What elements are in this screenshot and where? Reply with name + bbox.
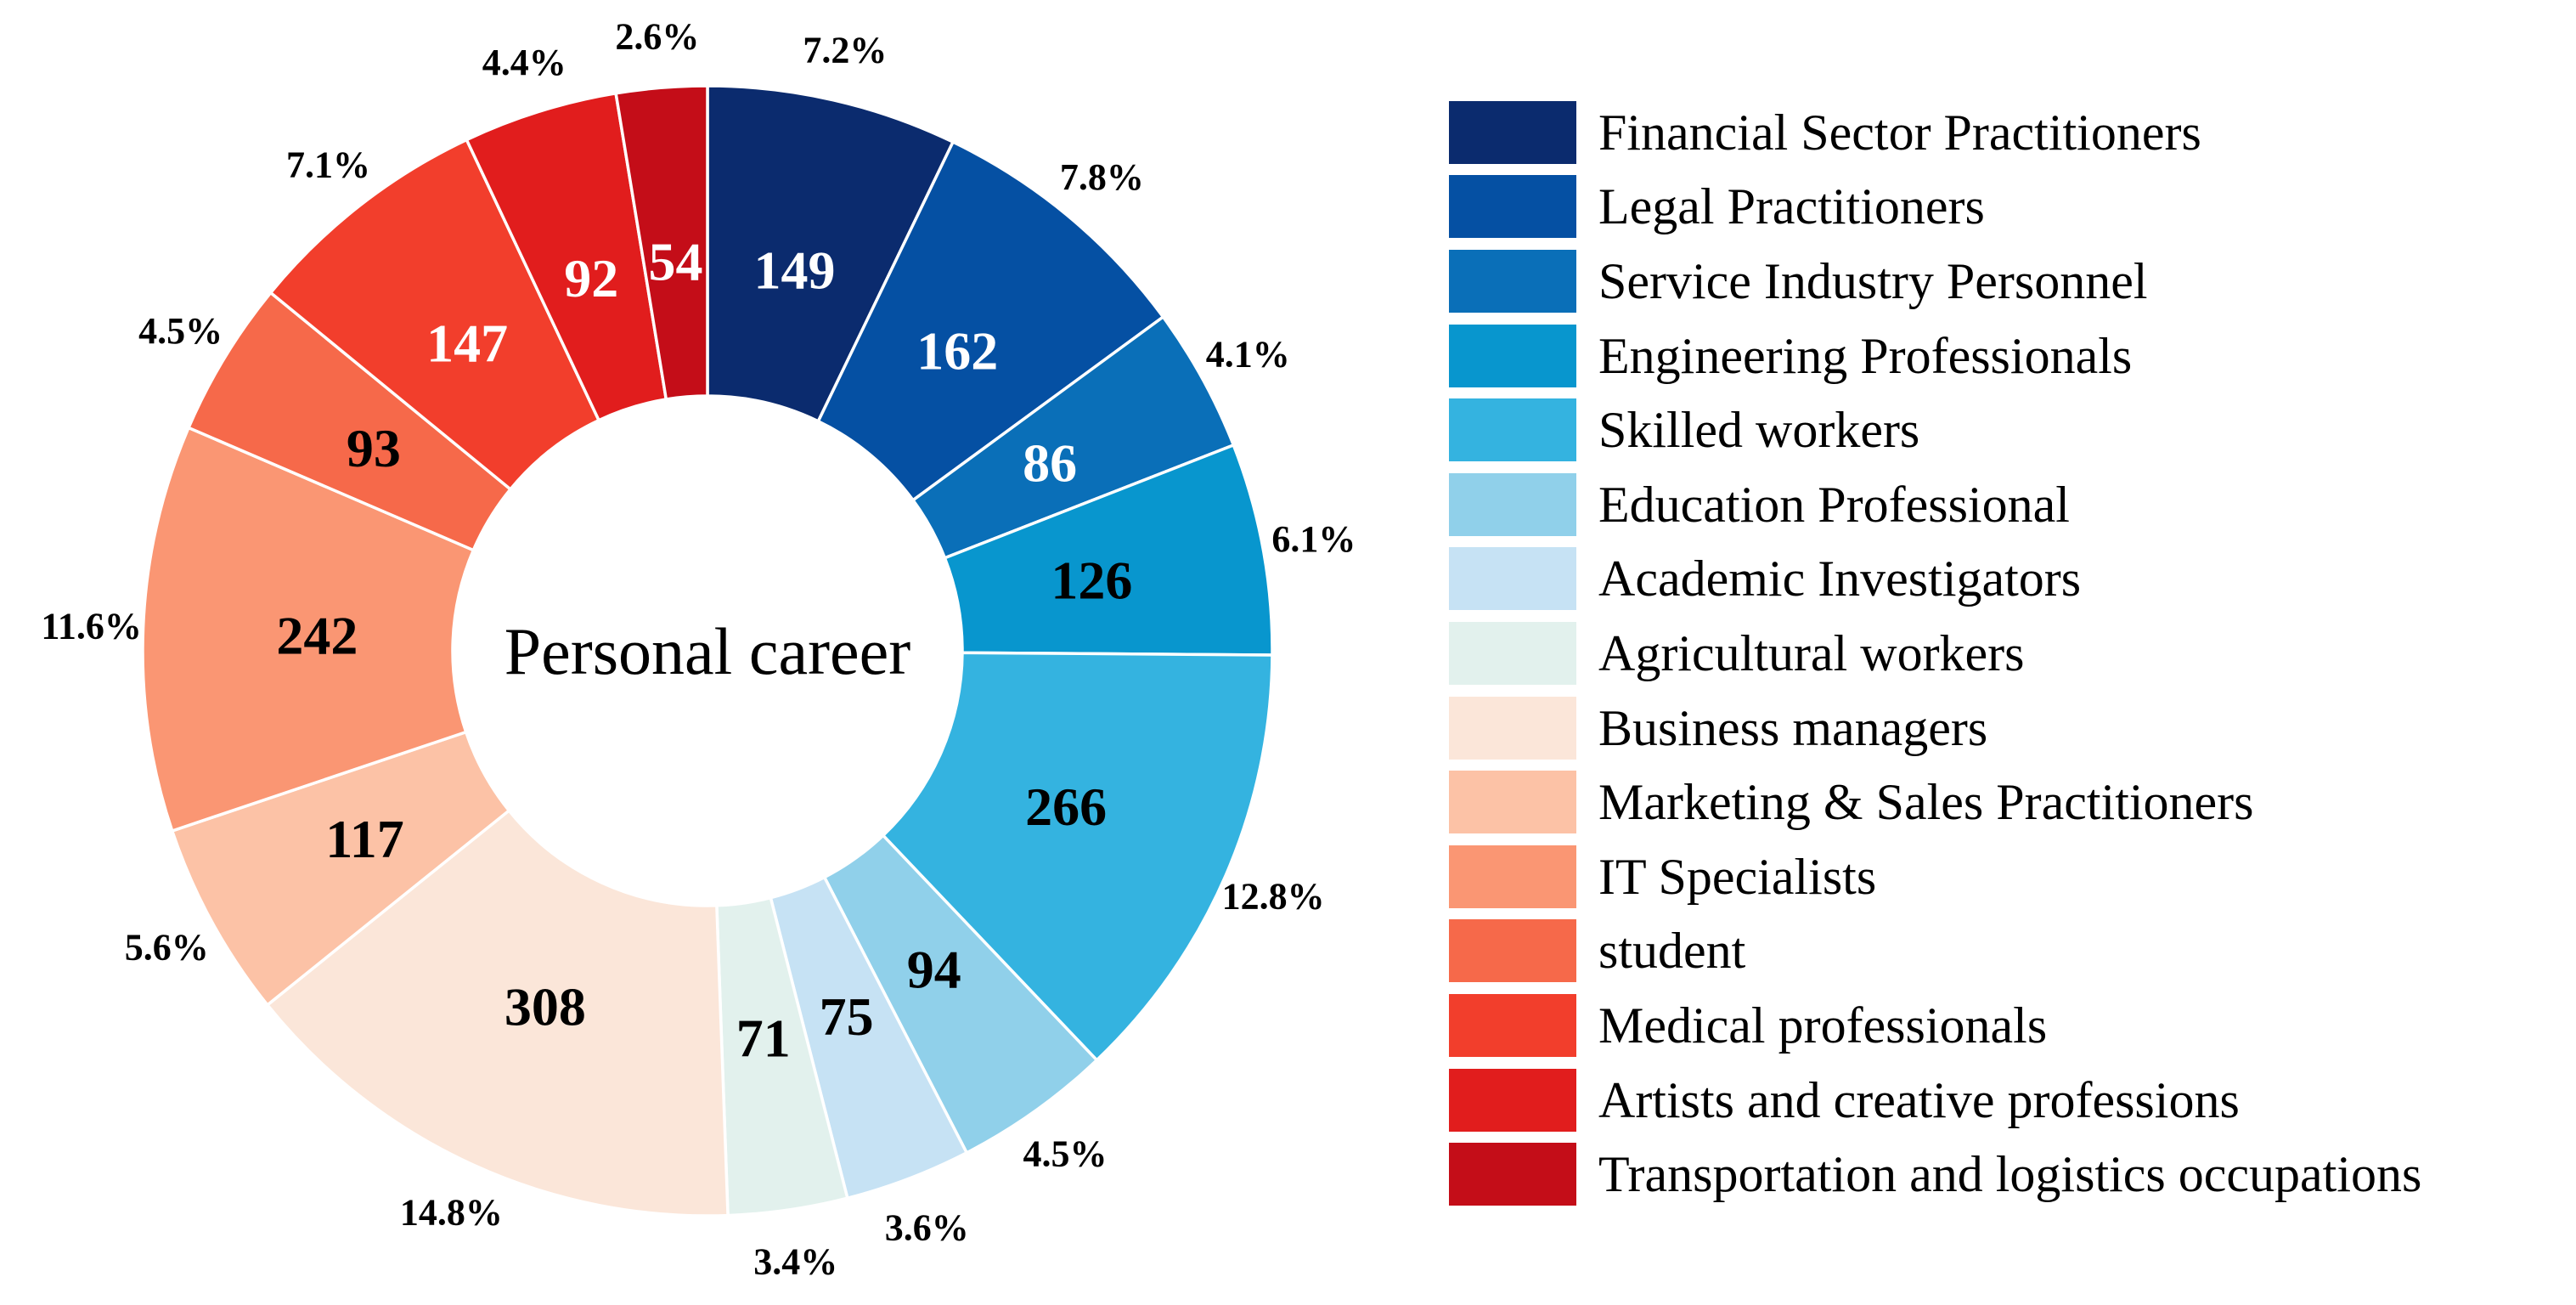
legend-swatch (1449, 324, 1576, 387)
legend-swatch (1449, 845, 1576, 908)
legend-item: Medical professionals (1449, 988, 2570, 1063)
percent-label-8: 14.8% (400, 1191, 503, 1233)
legend-item: Business managers (1449, 691, 2570, 765)
slice-4 (881, 651, 1274, 1063)
legend-label: Business managers (1598, 699, 1988, 756)
value-label-8: 308 (504, 976, 586, 1037)
legend-item: Artists and creative professions (1449, 1063, 2570, 1138)
value-label-12: 147 (426, 313, 508, 373)
legend: Financial Sector Practitioners Legal Prac… (1449, 95, 2570, 1212)
legend-swatch (1449, 1143, 1576, 1206)
percent-label-2: 4.1% (1206, 333, 1290, 375)
percent-label-3: 6.1% (1271, 518, 1356, 560)
percent-label-5: 4.5% (1023, 1133, 1108, 1174)
legend-item: Education Professional (1449, 467, 2570, 542)
legend-item: Transportation and logistics occupations (1449, 1137, 2570, 1212)
legend-item: Service Industry Personnel (1449, 244, 2570, 319)
legend-swatch (1449, 771, 1576, 834)
value-label-9: 117 (325, 809, 403, 869)
percent-label-10: 11.6% (41, 605, 142, 647)
legend-label: Transportation and logistics occupations (1598, 1146, 2422, 1203)
slices-group (141, 84, 1274, 1217)
value-label-3: 126 (1051, 550, 1132, 610)
percent-label-0: 7.2% (803, 29, 887, 71)
legend-swatch (1449, 621, 1576, 685)
slice-10 (141, 426, 476, 833)
legend-item: Agricultural workers (1449, 616, 2570, 691)
legend-label: IT Specialists (1598, 848, 1877, 905)
legend-swatch (1449, 398, 1576, 462)
percent-label-1: 7.8% (1060, 156, 1144, 198)
legend-item: student (1449, 914, 2570, 989)
legend-item: Engineering Professionals (1449, 319, 2570, 393)
percent-label-9: 5.6% (125, 927, 209, 969)
legend-label: Financial Sector Practitioners (1598, 104, 2201, 161)
legend-swatch (1449, 472, 1576, 536)
legend-label: Medical professionals (1598, 997, 2048, 1054)
value-label-0: 149 (754, 240, 836, 301)
legend-item: Skilled workers (1449, 393, 2570, 467)
legend-item: IT Specialists (1449, 839, 2570, 914)
legend-swatch (1449, 919, 1576, 983)
legend-swatch (1449, 547, 1576, 611)
legend-item: Legal Practitioners (1449, 170, 2570, 245)
legend-label: Legal Practitioners (1598, 178, 1985, 235)
legend-label: Education Professional (1598, 476, 2070, 533)
legend-label: Engineering Professionals (1598, 327, 2133, 384)
value-label-6: 75 (820, 986, 874, 1047)
legend-item: Marketing & Sales Practitioners (1449, 765, 2570, 839)
value-label-10: 242 (276, 605, 358, 665)
slice-1 (816, 139, 1165, 503)
center-label: Personal career (504, 614, 911, 688)
slice-14 (614, 84, 709, 401)
percent-label-13: 4.4% (482, 42, 566, 83)
legend-swatch (1449, 175, 1576, 239)
legend-label: Service Industry Personnel (1598, 252, 2148, 309)
percent-label-12: 7.1% (286, 144, 370, 186)
slice-8 (265, 808, 730, 1217)
legend-item: Academic Investigators (1449, 542, 2570, 617)
value-label-1: 162 (916, 320, 998, 381)
legend-swatch (1449, 696, 1576, 760)
legend-label: Skilled workers (1598, 402, 1920, 459)
legend-swatch (1449, 100, 1576, 164)
legend-label: Agricultural workers (1598, 624, 2025, 681)
percent-label-14: 2.6% (615, 15, 699, 57)
legend-label: student (1598, 923, 1746, 980)
value-label-5: 94 (907, 940, 961, 1000)
value-labels-group: 149 162 86 126 266 94 75 71 308 117 242 93 147 92 54 (276, 232, 1132, 1069)
percent-label-4: 12.8% (1222, 876, 1325, 918)
legend-label: Academic Investigators (1598, 551, 2082, 607)
percent-label-6: 3.6% (885, 1207, 969, 1249)
value-label-7: 71 (736, 1008, 791, 1068)
value-label-13: 92 (564, 248, 618, 308)
percent-label-7: 3.4% (753, 1241, 837, 1283)
legend-swatch (1449, 249, 1576, 313)
value-label-2: 86 (1023, 432, 1077, 493)
legend-label: Marketing & Sales Practitioners (1598, 774, 2254, 831)
legend-swatch (1449, 993, 1576, 1057)
legend-label: Artists and creative professions (1598, 1071, 2240, 1128)
value-label-14: 54 (649, 232, 703, 292)
legend-item: Financial Sector Practitioners (1449, 95, 2570, 170)
legend-swatch (1449, 1068, 1576, 1132)
percent-label-11: 4.5% (138, 310, 223, 352)
value-label-4: 266 (1025, 777, 1107, 837)
percent-labels-group: 7.2% 7.8% 4.1% 6.1% 12.8% 4.5% 3.6% 3.4% 14.8% 5.… (41, 15, 1356, 1282)
value-label-11: 93 (347, 418, 401, 478)
